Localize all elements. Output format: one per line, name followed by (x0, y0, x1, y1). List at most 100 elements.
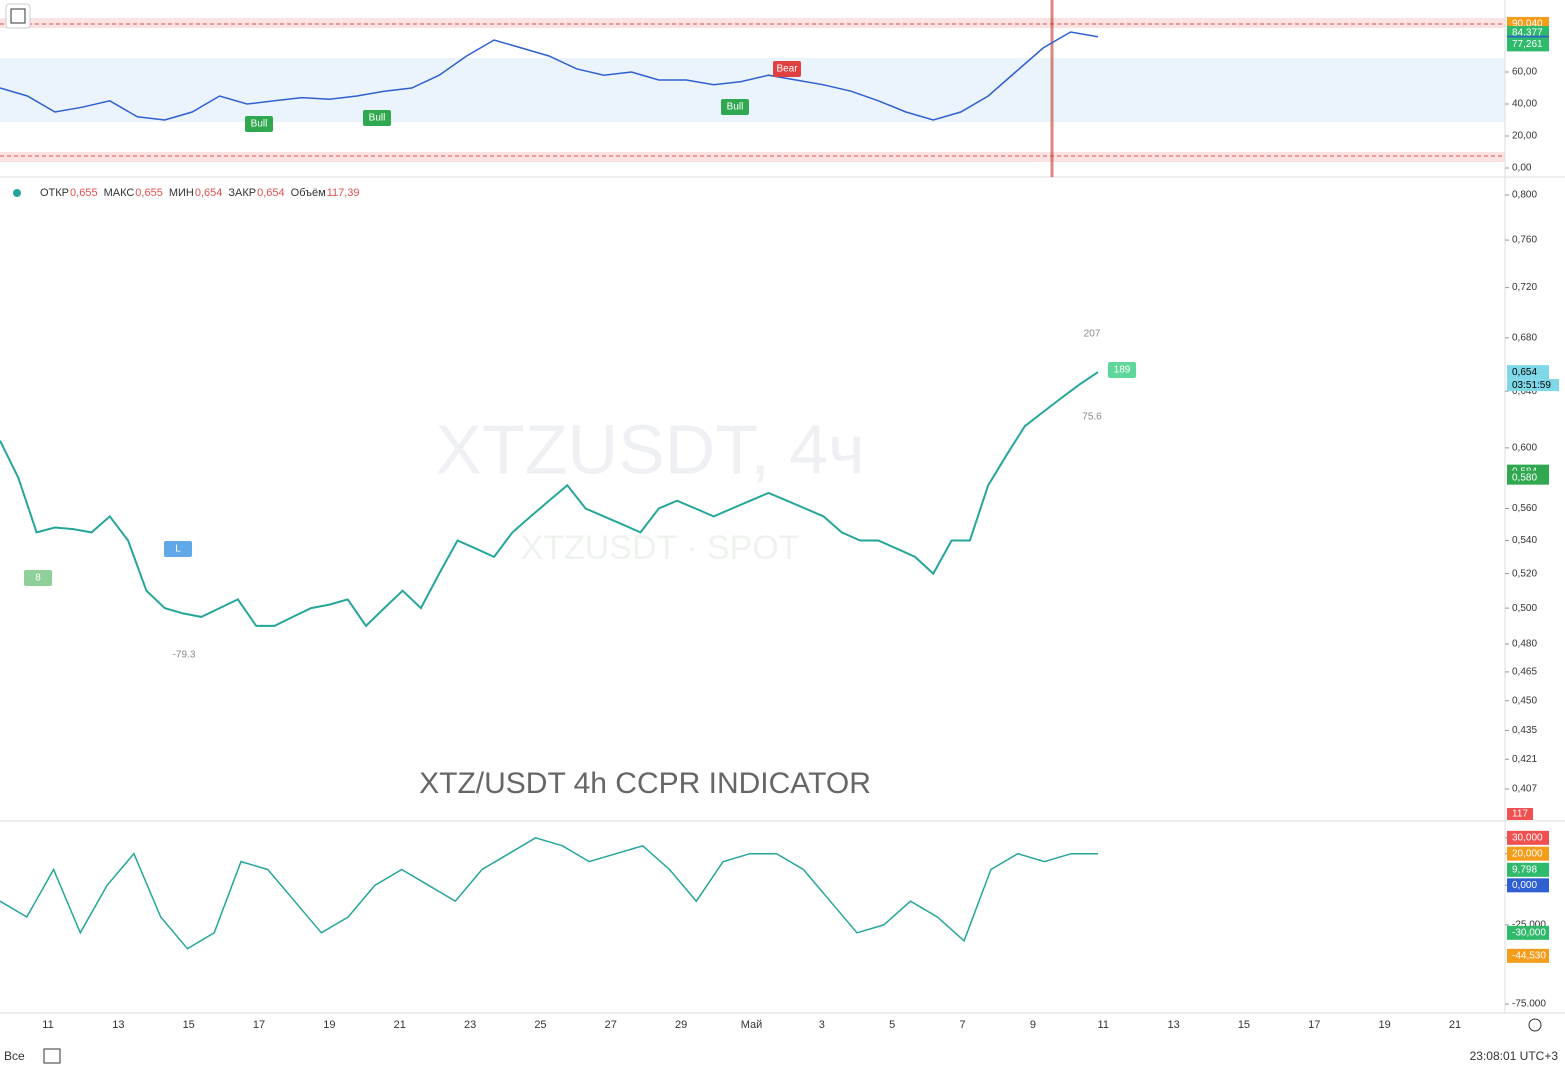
price-tag (1507, 37, 1549, 52)
watermark-sub: XTZUSDT · SPOT (521, 529, 800, 567)
annotation-badge (1108, 362, 1136, 378)
annotation-badge (363, 110, 391, 126)
annotation-badge (164, 541, 192, 557)
watermark: XTZUSDT, 4ч (435, 410, 864, 488)
series-line (0, 31, 1099, 121)
footer-bar (0, 1040, 1565, 1080)
ohlc-value: 0,655 (135, 187, 163, 199)
overbought-zone (0, 18, 1505, 28)
fullscreen-icon (10, 8, 26, 24)
y-tick-label: 0,600 (1512, 443, 1537, 454)
x-tick-label: 21 (394, 1019, 406, 1031)
y-tick-label: 0,640 (1512, 386, 1537, 397)
price-tag (1507, 862, 1549, 877)
series-line (0, 371, 1099, 628)
y-tick-label: 20,00 (1512, 131, 1537, 142)
y-tick-label: 0,421 (1512, 754, 1537, 765)
y-tick-label: 0,520 (1512, 568, 1537, 579)
y-tick-label: 0,760 (1512, 235, 1537, 246)
ohlc-key: МАКС (104, 187, 135, 199)
annotation-badge (24, 570, 52, 586)
price-tag (1507, 830, 1549, 845)
annotation: -79.3 (173, 650, 196, 661)
annotation: Bull (727, 102, 744, 113)
x-tick-label: 25 (534, 1019, 546, 1031)
ohlc-key: МИН (169, 187, 194, 199)
ohlc-value: 0,654 (257, 187, 285, 199)
price-tag-label: 84,377 (1512, 28, 1543, 39)
ohlc-key: ОТКР (40, 187, 69, 199)
x-tick-label: 27 (605, 1019, 617, 1031)
y-tick-label: 0,540 (1512, 535, 1537, 546)
x-tick-label: 13 (112, 1019, 124, 1031)
ohlc-value: 0,655 (70, 187, 98, 199)
x-tick-label: Май (741, 1019, 763, 1031)
ohlc-key: ЗАКР (228, 187, 256, 199)
annotation: 207 (1084, 329, 1101, 340)
volume-tag (1507, 808, 1533, 820)
price-tag-label: 9,798 (1512, 864, 1537, 875)
x-tick-label: 23 (464, 1019, 476, 1031)
x-tick-label: 17 (253, 1019, 265, 1031)
x-tick-label: 29 (675, 1019, 687, 1031)
price-tag (1507, 470, 1549, 485)
y-tick-label: 60,00 (1512, 67, 1537, 78)
range-button[interactable]: Все (4, 1049, 25, 1063)
x-tick-label: 17 (1308, 1019, 1320, 1031)
price-tag (1507, 846, 1549, 861)
price-tag-label: 77,261 (1512, 39, 1543, 50)
status-dot (13, 189, 21, 197)
oversold-zone (0, 152, 1505, 162)
x-tick-label: 21 (1449, 1019, 1461, 1031)
price-tag (1507, 925, 1549, 940)
price-tag-label: 20,000 (1512, 848, 1543, 859)
rsi-band (0, 58, 1505, 122)
y-tick-label: -25,000 (1512, 920, 1546, 931)
annotation: Bull (369, 113, 386, 124)
x-tick-label: 15 (1238, 1019, 1250, 1031)
annotation: L (175, 544, 181, 555)
price-tag-label: 0,654 (1512, 367, 1537, 378)
price-tag-label: 0,000 (1512, 880, 1537, 891)
price-tag-label: 0,580 (1512, 472, 1537, 483)
annotation: 8 (35, 573, 41, 584)
price-tag (1507, 948, 1549, 963)
ohlc-key: Объём (291, 187, 326, 199)
x-tick-label: 5 (889, 1019, 895, 1031)
y-tick-label: 0,407 (1512, 784, 1537, 795)
price-tag-label: 30,000 (1512, 832, 1543, 843)
x-tick-label: 19 (323, 1019, 335, 1031)
price-tag-label: 90,040 (1512, 19, 1543, 30)
y-tick-label: -75.000 (1512, 999, 1546, 1010)
annotation: Bull (251, 119, 268, 130)
y-tick-label: 40,00 (1512, 99, 1537, 110)
y-tick-label: 0,450 (1512, 695, 1537, 706)
y-tick-label: 0,480 (1512, 639, 1537, 650)
fullscreen-button[interactable] (5, 3, 31, 29)
clock: 23:08:01 UTC+3 (1470, 1049, 1559, 1063)
y-tick-label: 0,680 (1512, 332, 1537, 343)
countdown-tag (1507, 379, 1559, 392)
price-tag (1507, 365, 1549, 380)
y-tick-label: 0,00 (1512, 163, 1532, 174)
annotation-badge (245, 116, 273, 132)
date-range-button[interactable] (43, 1048, 61, 1064)
x-tick-label: 15 (183, 1019, 195, 1031)
y-tick-label: 0,720 (1512, 282, 1537, 293)
y-tick-label: 0,560 (1512, 503, 1537, 514)
settings-button[interactable] (1528, 1018, 1542, 1032)
x-tick-label: 11 (42, 1019, 53, 1031)
y-tick-label: 0,465 (1512, 667, 1537, 678)
y-tick-label: 0,500 (1512, 603, 1537, 614)
annotation: 189 (1114, 365, 1131, 376)
ohlc-value: 117,39 (327, 187, 360, 199)
x-tick-label: 3 (819, 1019, 825, 1031)
y-tick-label: 0,435 (1512, 725, 1537, 736)
annotation: 75.6 (1082, 412, 1102, 423)
annotation-badge (721, 99, 749, 115)
annotation: Bear (776, 64, 798, 75)
y-tick-label: 0,800 (1512, 190, 1537, 201)
x-tick-label: 13 (1167, 1019, 1179, 1031)
